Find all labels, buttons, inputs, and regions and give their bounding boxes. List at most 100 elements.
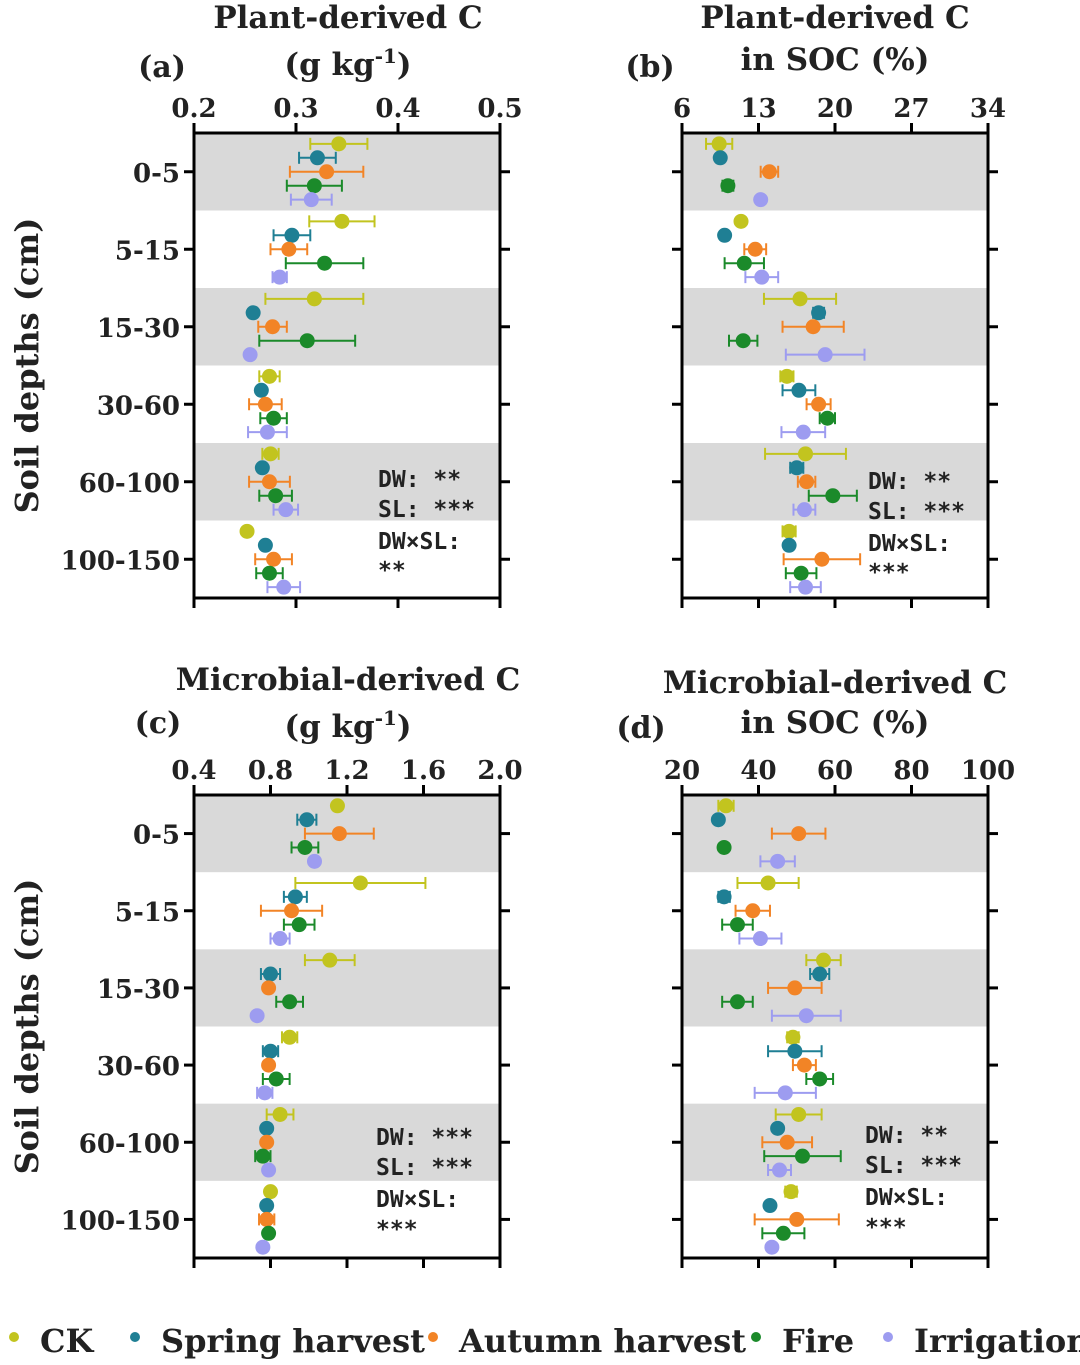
x-tick-label: 27 [893, 94, 929, 124]
data-point [249, 1008, 265, 1024]
stats-text: *** [865, 1215, 907, 1241]
data-point [257, 537, 273, 553]
x-tick-label: 0.8 [248, 756, 293, 786]
data-point [334, 213, 350, 229]
legend-marker [883, 1332, 893, 1342]
data-point [319, 164, 335, 180]
data-point [811, 396, 827, 412]
data-point [747, 241, 763, 257]
stats-text: *** [868, 560, 910, 586]
data-point [299, 333, 315, 349]
data-point [799, 474, 815, 490]
data-point [770, 853, 786, 869]
stats-text: DW×SL: [865, 1185, 948, 1211]
data-point [254, 460, 270, 476]
data-point [257, 1085, 273, 1101]
stats-text: ** [378, 558, 406, 584]
data-point [785, 1029, 801, 1045]
data-point [795, 424, 811, 440]
legend: CK Spring harvest Autumn harvest Fire Irriga… [9, 1322, 1080, 1360]
data-point [261, 1162, 277, 1178]
data-point [255, 1239, 271, 1255]
x-tick-label: 13 [740, 94, 776, 124]
data-point [753, 192, 769, 208]
legend-marker [751, 1332, 761, 1342]
data-point [718, 798, 734, 814]
data-point [711, 136, 727, 152]
panel-label: (a) [138, 50, 186, 85]
legend-label: CK [40, 1322, 94, 1360]
data-point [791, 826, 807, 842]
data-point [281, 241, 297, 257]
y-tick-label: 0-5 [133, 159, 180, 189]
legend-marker [130, 1332, 140, 1342]
data-point [306, 178, 322, 194]
data-point [745, 903, 761, 919]
data-point [266, 551, 282, 567]
x-tick-label: 0.4 [171, 756, 216, 786]
y-tick-label: 15-30 [97, 975, 180, 1005]
chart-title: Plant-derived C [700, 0, 969, 36]
data-point [261, 980, 277, 996]
data-point [239, 523, 255, 539]
data-point [789, 460, 805, 476]
panel-c: 0.4 0.8 1.2 1.6 2.0 0-5 5-15 15-30 30-60 60-100 10… [8, 662, 523, 1268]
x-tick-label: 20 [817, 94, 853, 124]
stats-text: DW: ** [868, 469, 951, 495]
data-point [317, 255, 333, 271]
data-point [789, 1211, 805, 1227]
x-tick-label: 0.2 [171, 94, 216, 124]
data-point [792, 291, 808, 307]
data-point [329, 798, 345, 814]
y-tick-label: 100-150 [61, 546, 180, 576]
data-point [814, 551, 830, 567]
depth-band [194, 949, 500, 1027]
panel-label: (c) [135, 706, 182, 741]
x-tick-label: 80 [893, 756, 929, 786]
data-point [245, 305, 261, 321]
x-tick-label: 0.3 [273, 94, 318, 124]
legend-label: Autumn harvest [458, 1322, 746, 1360]
data-point [772, 1162, 788, 1178]
data-point [729, 917, 745, 933]
data-point [255, 1148, 271, 1164]
data-point [261, 368, 277, 384]
stats-text: DW×SL: [868, 531, 951, 557]
data-point [299, 812, 315, 828]
chart-title: Microbial-derived C [663, 665, 1008, 701]
data-point [263, 446, 278, 462]
legend-marker [9, 1332, 19, 1342]
data-point [812, 1071, 828, 1087]
data-point [754, 269, 770, 285]
data-point [284, 227, 300, 243]
data-point [793, 565, 809, 581]
data-point [259, 424, 275, 440]
data-point [787, 1043, 803, 1059]
chart-title: Microbial-derived C [176, 662, 521, 698]
depth-band [682, 443, 988, 521]
data-point [268, 488, 284, 504]
panel-d: 20 40 60 80 100 Microbial-derived C in SOC (%)… [616, 665, 1015, 1268]
data-point [272, 931, 288, 947]
data-point [812, 966, 828, 982]
x-tick-label: 0.4 [375, 94, 420, 124]
data-point [817, 347, 833, 363]
data-point [735, 333, 751, 349]
stats-text: SL: *** [378, 497, 475, 523]
data-point [272, 269, 288, 285]
x-tick-label: 34 [970, 94, 1006, 124]
x-tick-label: 60 [817, 756, 853, 786]
data-point [276, 579, 292, 595]
data-point [816, 952, 832, 968]
stats-text: *** [376, 1217, 418, 1243]
data-point [257, 396, 273, 412]
x-tick-label: 100 [961, 756, 1015, 786]
data-point [309, 150, 325, 166]
chart-title: Plant-derived C [213, 0, 482, 36]
data-point [331, 826, 347, 842]
data-point [261, 1057, 277, 1073]
legend-label: Irrigation [914, 1322, 1080, 1360]
stats-text: DW: ** [378, 467, 461, 493]
data-point [825, 488, 841, 504]
